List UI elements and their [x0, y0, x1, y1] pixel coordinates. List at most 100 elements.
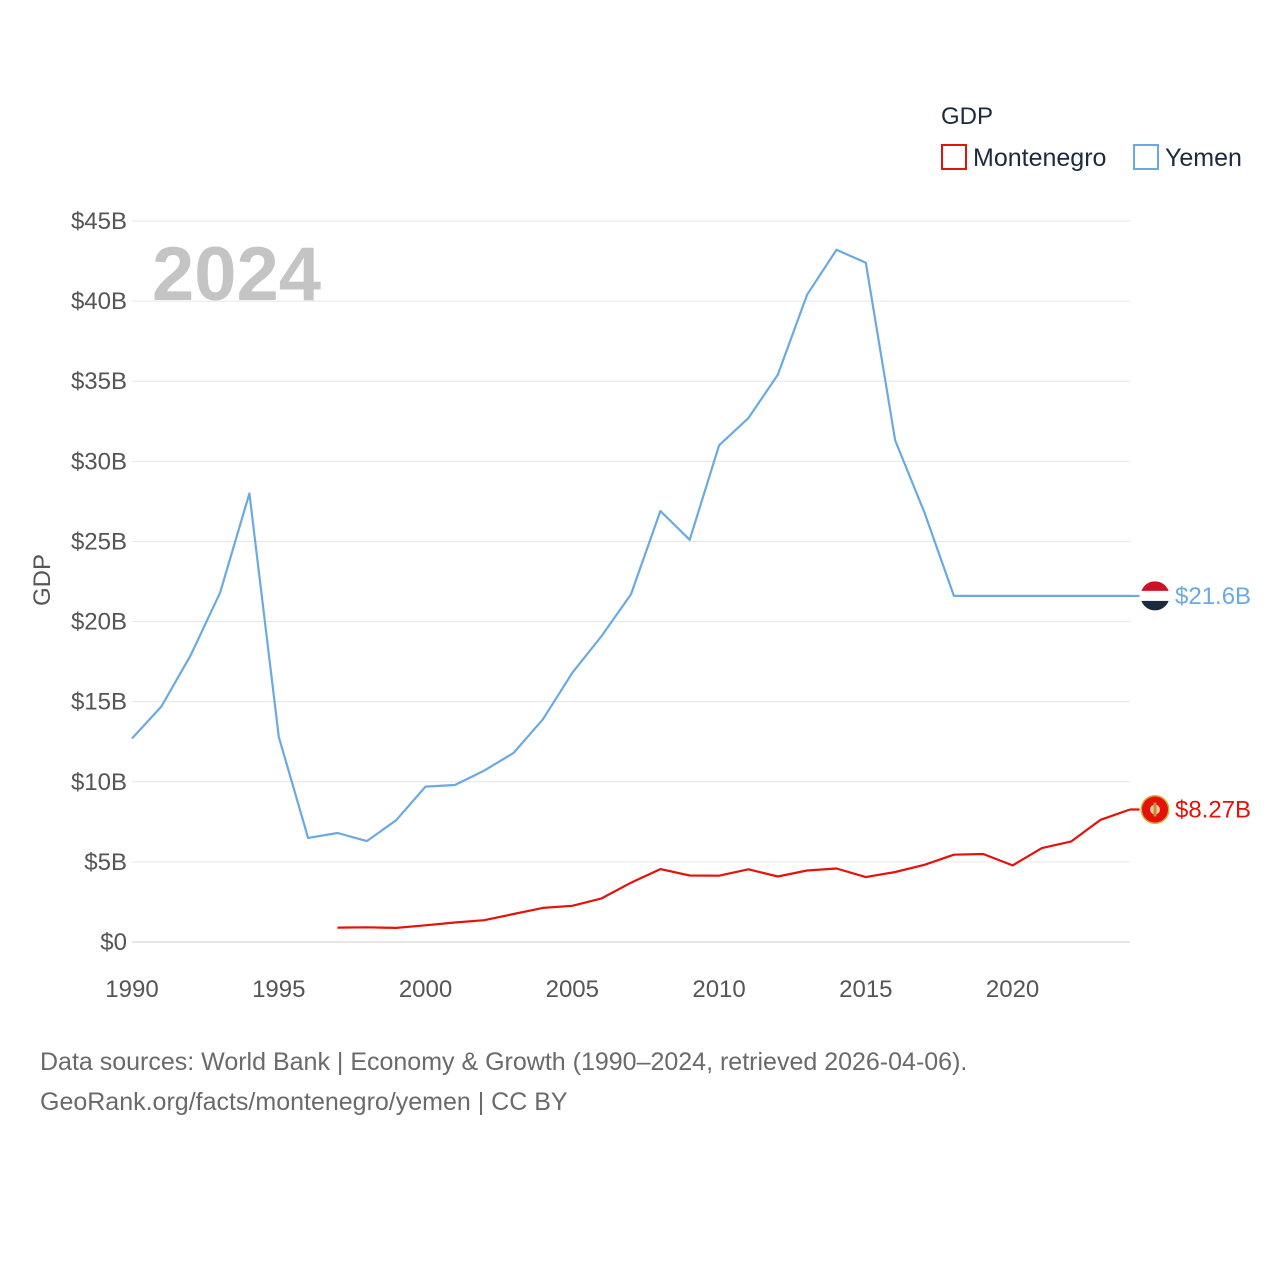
- data-point-montenegro: [980, 851, 986, 857]
- legend: GDP Montenegro Yemen: [941, 103, 1242, 172]
- data-point-yemen: [599, 633, 605, 639]
- end-value-label-montenegro: $8.27B: [1175, 796, 1251, 823]
- x-tick-label: 2010: [692, 976, 745, 1003]
- data-point-montenegro: [334, 925, 340, 931]
- data-point-montenegro: [804, 868, 810, 874]
- y-tick-label: $40B: [71, 288, 127, 315]
- data-point-yemen: [364, 838, 370, 844]
- series-line-montenegro[interactable]: [337, 808, 1131, 930]
- data-point-yemen: [158, 703, 164, 709]
- data-point-yemen: [1010, 593, 1016, 599]
- data-point-yemen: [980, 593, 986, 599]
- year-display: 2024: [152, 232, 321, 317]
- data-point-montenegro: [716, 873, 722, 879]
- data-point-yemen: [246, 490, 252, 496]
- legend-swatch-montenegro[interactable]: [941, 144, 967, 170]
- y-tick-label: $35B: [71, 368, 127, 395]
- data-point-montenegro: [423, 922, 429, 928]
- data-point-montenegro: [393, 925, 399, 931]
- data-point-yemen: [922, 510, 928, 516]
- data-point-montenegro: [951, 852, 957, 858]
- data-point-yemen: [334, 830, 340, 836]
- data-point-montenegro: [628, 880, 634, 886]
- source-note: Data sources: World Bank | Economy & Gro…: [40, 1042, 967, 1122]
- legend-title: GDP: [941, 103, 993, 130]
- data-point-yemen: [657, 508, 663, 514]
- x-tick-label: 2005: [546, 976, 599, 1003]
- series-end-markers: $8.27B $21.6B: [1130, 580, 1251, 825]
- x-tick-label: 1995: [252, 976, 305, 1003]
- y-tick-label: $10B: [71, 769, 127, 796]
- data-point-montenegro: [1010, 862, 1016, 868]
- legend-swatch-yemen[interactable]: [1133, 144, 1159, 170]
- data-point-montenegro: [540, 905, 546, 911]
- data-point-yemen: [1098, 593, 1104, 599]
- x-tick-label: 1990: [105, 976, 158, 1003]
- data-point-montenegro: [892, 869, 898, 875]
- data-point-yemen: [833, 247, 839, 253]
- data-point-montenegro: [687, 873, 693, 879]
- data-point-montenegro: [863, 874, 869, 880]
- end-value-label-yemen: $21.6B: [1175, 583, 1251, 610]
- data-point-yemen: [775, 372, 781, 378]
- x-axis: 1990 1995 2000 2005 2010 2015 2020: [105, 976, 1039, 1003]
- data-point-yemen: [217, 590, 223, 596]
- data-point-yemen: [892, 438, 898, 444]
- y-tick-label: $25B: [71, 528, 127, 555]
- series-line-yemen[interactable]: [131, 248, 1130, 843]
- data-point-yemen: [716, 442, 722, 448]
- data-point-montenegro: [1039, 845, 1045, 851]
- data-point-montenegro: [833, 865, 839, 871]
- data-point-yemen: [804, 292, 810, 298]
- yemen-flag-icon: [1139, 580, 1171, 612]
- legend-label-yemen[interactable]: Yemen: [1165, 144, 1242, 172]
- data-point-montenegro: [922, 862, 928, 868]
- data-point-yemen: [569, 670, 575, 676]
- data-point-yemen: [540, 716, 546, 722]
- x-tick-label: 2020: [986, 976, 1039, 1003]
- data-point-yemen: [863, 260, 869, 266]
- y-axis-label: GDP: [29, 554, 56, 606]
- data-point-yemen: [393, 817, 399, 823]
- montenegro-flag-icon: [1139, 793, 1171, 825]
- y-tick-label: $0: [100, 929, 127, 956]
- data-point-yemen: [305, 835, 311, 841]
- y-tick-label: $15B: [71, 689, 127, 716]
- data-point-montenegro: [775, 873, 781, 879]
- y-tick-label: $30B: [71, 448, 127, 475]
- data-point-yemen: [276, 734, 282, 740]
- data-point-montenegro: [599, 895, 605, 901]
- data-point-montenegro: [481, 917, 487, 923]
- data-point-yemen: [628, 591, 634, 597]
- x-tick-label: 2000: [399, 976, 452, 1003]
- y-tick-label: $20B: [71, 609, 127, 636]
- data-point-yemen: [481, 768, 487, 774]
- data-point-yemen: [951, 593, 957, 599]
- data-point-yemen: [511, 750, 517, 756]
- source-line-1: Data sources: World Bank | Economy & Gro…: [40, 1048, 968, 1076]
- series-lines: [129, 247, 1131, 931]
- data-point-montenegro: [1068, 838, 1074, 844]
- data-point-yemen: [188, 652, 194, 658]
- data-point-montenegro: [452, 919, 458, 925]
- data-point-yemen: [452, 782, 458, 788]
- data-point-montenegro: [569, 903, 575, 909]
- data-point-montenegro: [657, 866, 663, 872]
- source-line-2[interactable]: GeoRank.org/facts/montenegro/yemen | CC …: [40, 1088, 568, 1116]
- data-point-montenegro: [364, 924, 370, 930]
- y-tick-label: $5B: [84, 849, 127, 876]
- data-point-montenegro: [745, 866, 751, 872]
- data-point-yemen: [129, 736, 135, 742]
- y-axis: $0 $5B $10B $15B $20B $25B $30B $35B $40B $45B: [71, 208, 127, 956]
- y-tick-label: $45B: [71, 208, 127, 235]
- data-point-montenegro: [1098, 817, 1104, 823]
- data-point-montenegro: [511, 911, 517, 917]
- legend-label-montenegro[interactable]: Montenegro: [973, 144, 1106, 172]
- x-tick-label: 2015: [839, 976, 892, 1003]
- data-point-yemen: [423, 784, 429, 790]
- data-point-yemen: [687, 537, 693, 543]
- data-point-yemen: [745, 415, 751, 421]
- data-point-yemen: [1068, 593, 1074, 599]
- grid-lines: [132, 220, 1130, 943]
